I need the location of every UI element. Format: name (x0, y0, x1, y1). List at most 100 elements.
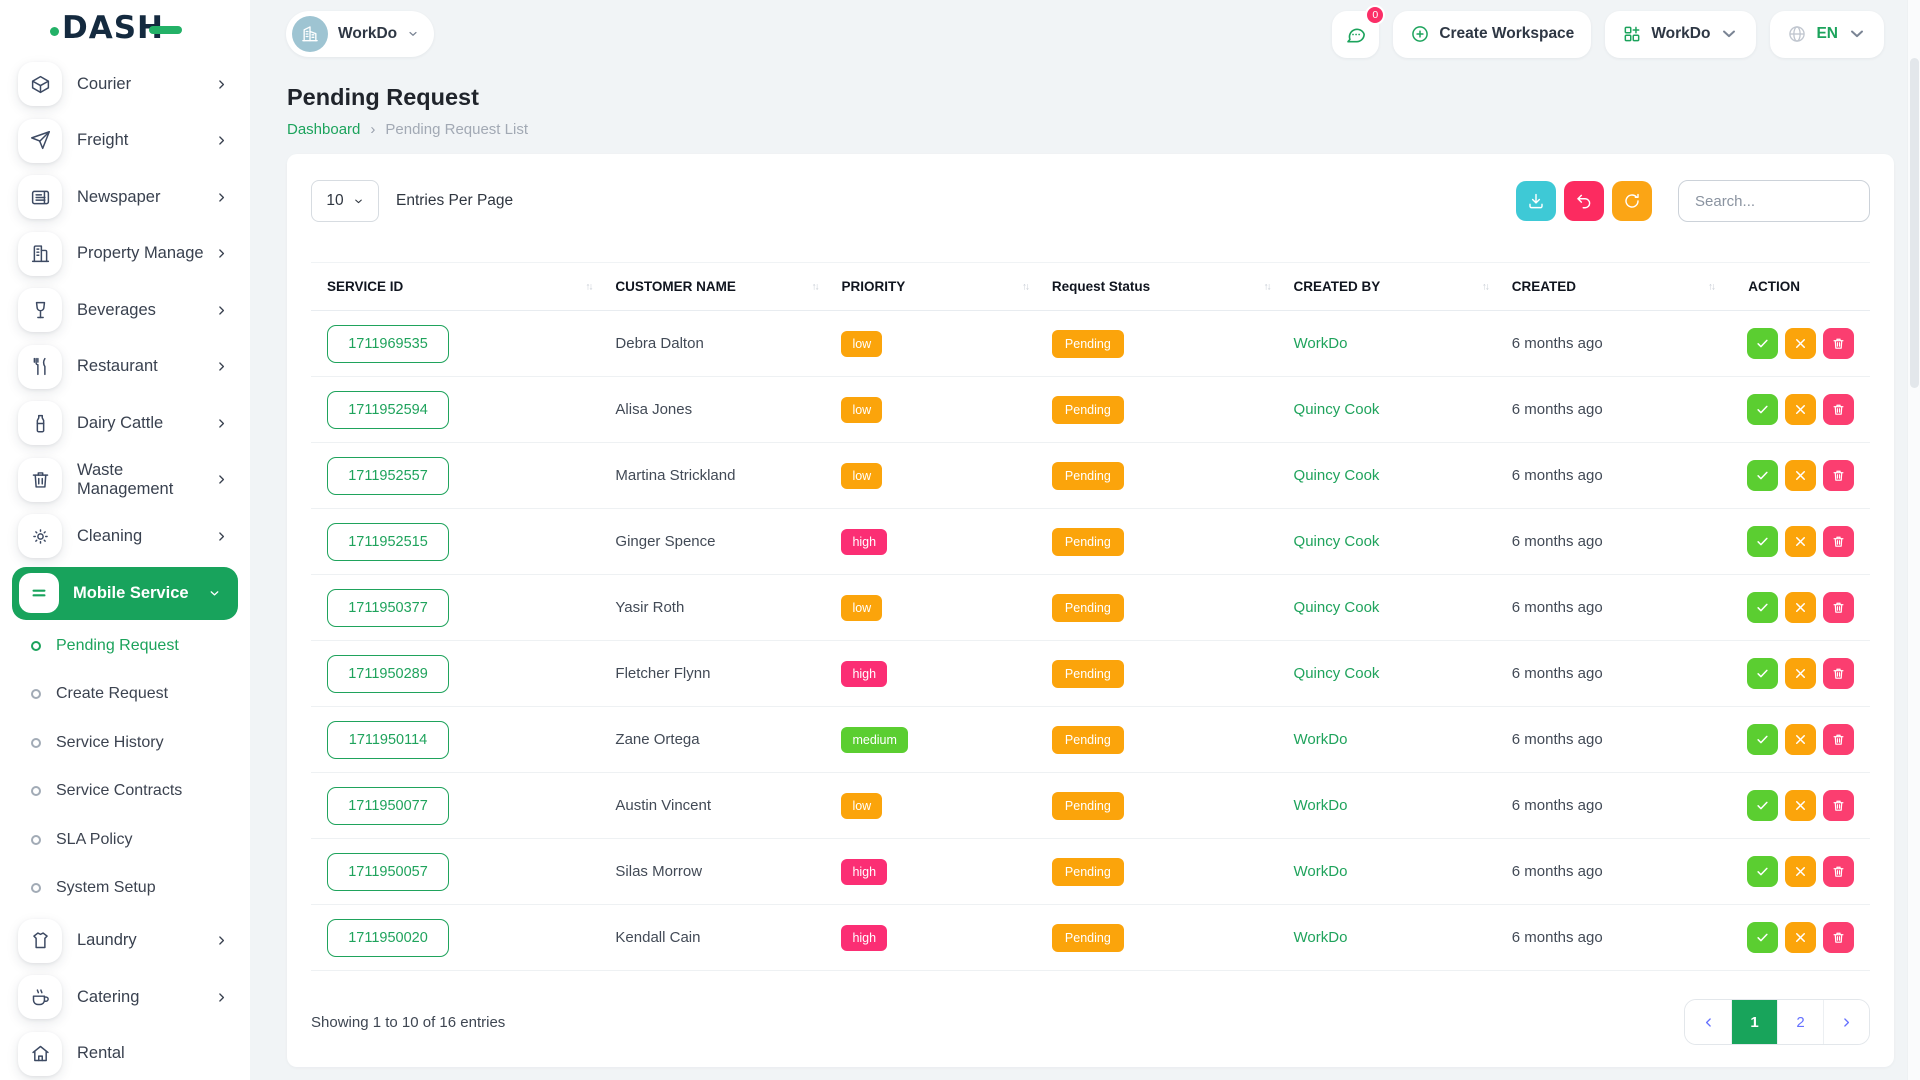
sidebar-subitem-service-history[interactable]: Service History (0, 719, 250, 768)
reject-button[interactable] (1785, 658, 1816, 689)
approve-button[interactable] (1747, 724, 1778, 755)
delete-button[interactable] (1823, 526, 1854, 557)
workspace-selector[interactable]: WorkDo (286, 11, 434, 57)
column-header-service-id[interactable]: SERVICE ID↑↓ (311, 263, 599, 311)
delete-button[interactable] (1823, 328, 1854, 359)
approve-button[interactable] (1747, 658, 1778, 689)
sidebar-item-newspaper[interactable]: Newspaper (0, 169, 250, 226)
entries-per-page-select[interactable]: 10 (311, 180, 379, 222)
service-id-button[interactable]: 1711952557 (327, 457, 449, 495)
service-id-button[interactable]: 1711950077 (327, 787, 449, 825)
pagination-next-button[interactable] (1823, 1000, 1869, 1044)
sidebar-subitem-service-contracts[interactable]: Service Contracts (0, 767, 250, 816)
sidebar-item-property-manage[interactable]: Property Manage (0, 226, 250, 283)
created-by-link[interactable]: WorkDo (1294, 797, 1348, 814)
sidebar-item-rental[interactable]: Rental (0, 1026, 250, 1080)
delete-button[interactable] (1823, 394, 1854, 425)
column-header-request-status[interactable]: Request Status↑↓ (1036, 263, 1278, 311)
delete-button[interactable] (1823, 460, 1854, 491)
brand-logo[interactable]: DASH (50, 10, 182, 46)
approve-button[interactable] (1747, 790, 1778, 821)
sidebar-subitem-system-setup[interactable]: System Setup (0, 864, 250, 913)
reject-button[interactable] (1785, 922, 1816, 953)
sidebar-item-beverages[interactable]: Beverages (0, 282, 250, 339)
created-by-link[interactable]: Quincy Cook (1294, 401, 1380, 418)
approve-button[interactable] (1747, 856, 1778, 887)
service-id-button[interactable]: 1711952594 (327, 391, 449, 429)
delete-button[interactable] (1823, 592, 1854, 623)
delete-button[interactable] (1823, 658, 1854, 689)
undo-button[interactable] (1564, 181, 1604, 221)
created-by-link[interactable]: WorkDo (1294, 731, 1348, 748)
export-button[interactable] (1516, 181, 1556, 221)
delete-button[interactable] (1823, 724, 1854, 755)
service-id-button[interactable]: 1711950114 (327, 721, 449, 759)
delete-button[interactable] (1823, 922, 1854, 953)
breadcrumb-dashboard-link[interactable]: Dashboard (287, 121, 360, 138)
customer-name-cell: Kendall Cain (599, 905, 825, 971)
reject-button[interactable] (1785, 460, 1816, 491)
sidebar-item-restaurant[interactable]: Restaurant (0, 339, 250, 396)
sort-icon: ↑↓ (1264, 281, 1270, 292)
column-header-customer-name[interactable]: CUSTOMER NAME↑↓ (599, 263, 825, 311)
reject-button[interactable] (1785, 328, 1816, 359)
sidebar-subitem-pending-request[interactable]: Pending Request (0, 622, 250, 671)
reject-button[interactable] (1785, 394, 1816, 425)
row-actions (1738, 526, 1854, 557)
created-by-link[interactable]: WorkDo (1294, 929, 1348, 946)
search-input[interactable] (1678, 180, 1870, 222)
service-id-button[interactable]: 1711950289 (327, 655, 449, 693)
pagination-page-1[interactable]: 1 (1731, 1000, 1777, 1044)
approve-button[interactable] (1747, 922, 1778, 953)
language-selector[interactable]: EN (1770, 11, 1884, 58)
reject-button[interactable] (1785, 724, 1816, 755)
sidebar-item-catering[interactable]: Catering (0, 969, 250, 1026)
sidebar-subitem-create-request[interactable]: Create Request (0, 670, 250, 719)
reject-button[interactable] (1785, 790, 1816, 821)
refresh-icon (1623, 192, 1641, 210)
service-id-button[interactable]: 1711952515 (327, 523, 449, 561)
create-workspace-button[interactable]: Create Workspace (1393, 11, 1591, 58)
sidebar-item-cleaning[interactable]: Cleaning (0, 508, 250, 565)
created-by-link[interactable]: WorkDo (1294, 863, 1348, 880)
approve-button[interactable] (1747, 526, 1778, 557)
sidebar-item-laundry[interactable]: Laundry (0, 913, 250, 970)
column-header-priority[interactable]: PRIORITY↑↓ (825, 263, 1035, 311)
created-by-link[interactable]: Quincy Cook (1294, 533, 1380, 550)
approve-button[interactable] (1747, 328, 1778, 359)
service-id-button[interactable]: 1711950057 (327, 853, 449, 891)
sidebar-item-courier[interactable]: Courier (0, 56, 250, 113)
column-header-created[interactable]: CREATED↑↓ (1496, 263, 1722, 311)
sidebar-item-label: Waste Management (77, 461, 215, 499)
sidebar-item-mobile-service[interactable]: Mobile Service (12, 567, 238, 620)
created-by-link[interactable]: WorkDo (1294, 335, 1348, 352)
delete-button[interactable] (1823, 790, 1854, 821)
reject-button[interactable] (1785, 526, 1816, 557)
pagination-prev-button[interactable] (1685, 1000, 1731, 1044)
sidebar-item-label: Freight (77, 131, 215, 150)
service-id-button[interactable]: 1711969535 (327, 325, 449, 363)
column-header-created-by[interactable]: CREATED BY↑↓ (1278, 263, 1496, 311)
sidebar-subitem-sla-policy[interactable]: SLA Policy (0, 816, 250, 865)
page-scrollbar[interactable] (1907, 0, 1920, 1080)
table-header-row: SERVICE ID↑↓ CUSTOMER NAME↑↓ PRIORITY↑↓ … (311, 263, 1870, 311)
approve-button[interactable] (1747, 460, 1778, 491)
reject-button[interactable] (1785, 592, 1816, 623)
approve-button[interactable] (1747, 394, 1778, 425)
created-by-link[interactable]: Quincy Cook (1294, 599, 1380, 616)
sidebar-item-waste-management[interactable]: Waste Management (0, 452, 250, 509)
sidebar-item-dairy-cattle[interactable]: Dairy Cattle (0, 395, 250, 452)
delete-button[interactable] (1823, 856, 1854, 887)
service-id-button[interactable]: 1711950020 (327, 919, 449, 957)
created-by-link[interactable]: Quincy Cook (1294, 665, 1380, 682)
chat-button[interactable]: 0 (1332, 11, 1379, 58)
reject-button[interactable] (1785, 856, 1816, 887)
approve-button[interactable] (1747, 592, 1778, 623)
pagination-page-2[interactable]: 2 (1777, 1000, 1823, 1044)
refresh-button[interactable] (1612, 181, 1652, 221)
scrollbar-thumb[interactable] (1910, 58, 1919, 388)
service-id-button[interactable]: 1711950377 (327, 589, 449, 627)
created-by-link[interactable]: Quincy Cook (1294, 467, 1380, 484)
sidebar-item-freight[interactable]: Freight (0, 113, 250, 170)
workspace-menu-button[interactable]: WorkDo (1605, 11, 1756, 58)
